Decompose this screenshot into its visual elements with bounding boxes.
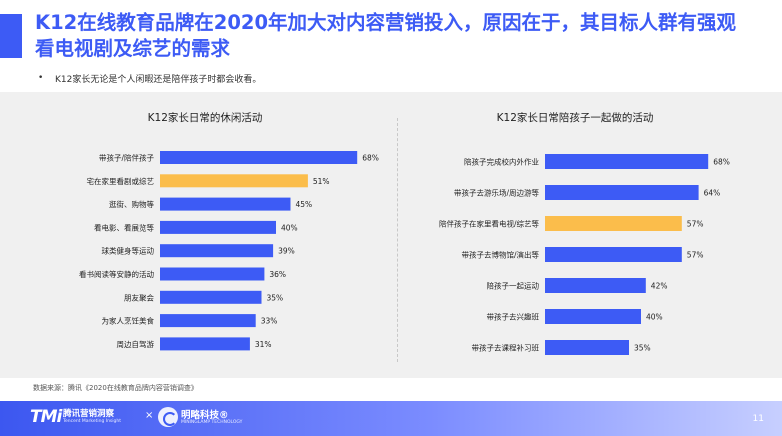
right-bar xyxy=(545,340,629,355)
left-bar xyxy=(160,174,308,188)
left-value-label: 68% xyxy=(362,154,379,163)
left-value-label: 45% xyxy=(296,200,313,209)
left-category-label: 宅在家里看剧或综艺 xyxy=(87,176,155,186)
left-value-label: 40% xyxy=(281,223,298,232)
right-chart-title: K12家长日常陪孩子一起做的活动 xyxy=(496,112,654,124)
mininglamp-brand-sub: MININGLAMP TECHNOLOGY xyxy=(181,420,243,425)
right-value-label: 40% xyxy=(646,313,663,322)
right-category-label: 陪孩子完成校内外作业 xyxy=(464,157,539,167)
right-bar xyxy=(545,216,682,231)
left-bar xyxy=(160,337,250,351)
page-number: 11 xyxy=(752,414,764,424)
left-category-label: 球类健身等运动 xyxy=(102,246,155,256)
left-bar xyxy=(160,267,265,281)
tmi-brand-sub: Tencent Marketing Insight xyxy=(63,419,121,424)
right-category-label: 带孩子去兴趣班 xyxy=(487,312,540,322)
right-bar xyxy=(545,247,682,262)
left-chart-title: K12家长日常的休闲活动 xyxy=(147,112,263,124)
footer-bar xyxy=(0,401,782,436)
left-value-label: 31% xyxy=(255,340,272,349)
left-category-label: 朋友聚会 xyxy=(124,292,154,302)
chart-panel xyxy=(0,92,782,378)
right-bar xyxy=(545,309,641,324)
right-value-label: 57% xyxy=(687,220,704,229)
left-bar xyxy=(160,220,276,234)
left-value-label: 51% xyxy=(313,177,330,186)
right-value-label: 42% xyxy=(651,282,668,291)
tmi-brand-name: 腾讯营销洞察 xyxy=(63,409,115,419)
left-category-label: 看书阅读等安静的活动 xyxy=(79,269,154,279)
right-bar xyxy=(545,278,646,293)
right-category-label: 带孩子去游乐场/周边游等 xyxy=(454,188,540,198)
left-category-label: 周边自驾游 xyxy=(117,339,155,349)
left-category-label: 看电影、看展览等 xyxy=(94,222,154,232)
right-value-label: 68% xyxy=(713,158,730,167)
left-category-label: 带孩子/陪伴孩子 xyxy=(99,153,155,163)
right-category-label: 陪伴孩子在家里看电视/综艺等 xyxy=(439,219,540,229)
left-category-label: 逛街、购物等 xyxy=(109,199,154,209)
left-bar xyxy=(160,151,358,164)
right-value-label: 64% xyxy=(704,189,721,198)
right-category-label: 带孩子去课程补习班 xyxy=(472,343,540,353)
right-category-label: 陪孩子一起运动 xyxy=(487,281,540,291)
bullet-text: K12家长无论是个人闲暇还是陪伴孩子时都会收看。 xyxy=(55,75,262,85)
right-value-label: 57% xyxy=(687,251,704,260)
tmi-logo: TMi xyxy=(30,407,62,427)
bullet-dot: • xyxy=(38,73,44,83)
mininglamp-logo-icon xyxy=(158,407,178,427)
partner-cross: × xyxy=(145,410,154,421)
accent-block xyxy=(0,14,22,58)
page-title: K12在线教育品牌在2020年加大对内容营销投入，原因在于，其目标人群有强观看电… xyxy=(35,11,737,60)
left-value-label: 35% xyxy=(267,293,284,302)
data-source: 数据来源：腾讯《2020在线教育品牌内容营销调查》 xyxy=(33,384,198,392)
right-bar xyxy=(545,185,699,200)
left-bar xyxy=(160,197,291,211)
left-value-label: 36% xyxy=(269,270,286,279)
left-value-label: 39% xyxy=(278,247,295,256)
left-value-label: 33% xyxy=(261,317,278,326)
panel-divider xyxy=(397,118,398,362)
left-bar xyxy=(160,290,262,304)
left-category-label: 为家人烹饪美食 xyxy=(102,316,155,326)
left-bar xyxy=(160,244,274,258)
right-bar xyxy=(545,154,709,169)
right-category-label: 带孩子去博物馆/演出等 xyxy=(461,250,539,260)
right-value-label: 35% xyxy=(634,344,651,353)
left-bar xyxy=(160,314,256,328)
mininglamp-brand-name: 明略科技® xyxy=(181,410,229,421)
